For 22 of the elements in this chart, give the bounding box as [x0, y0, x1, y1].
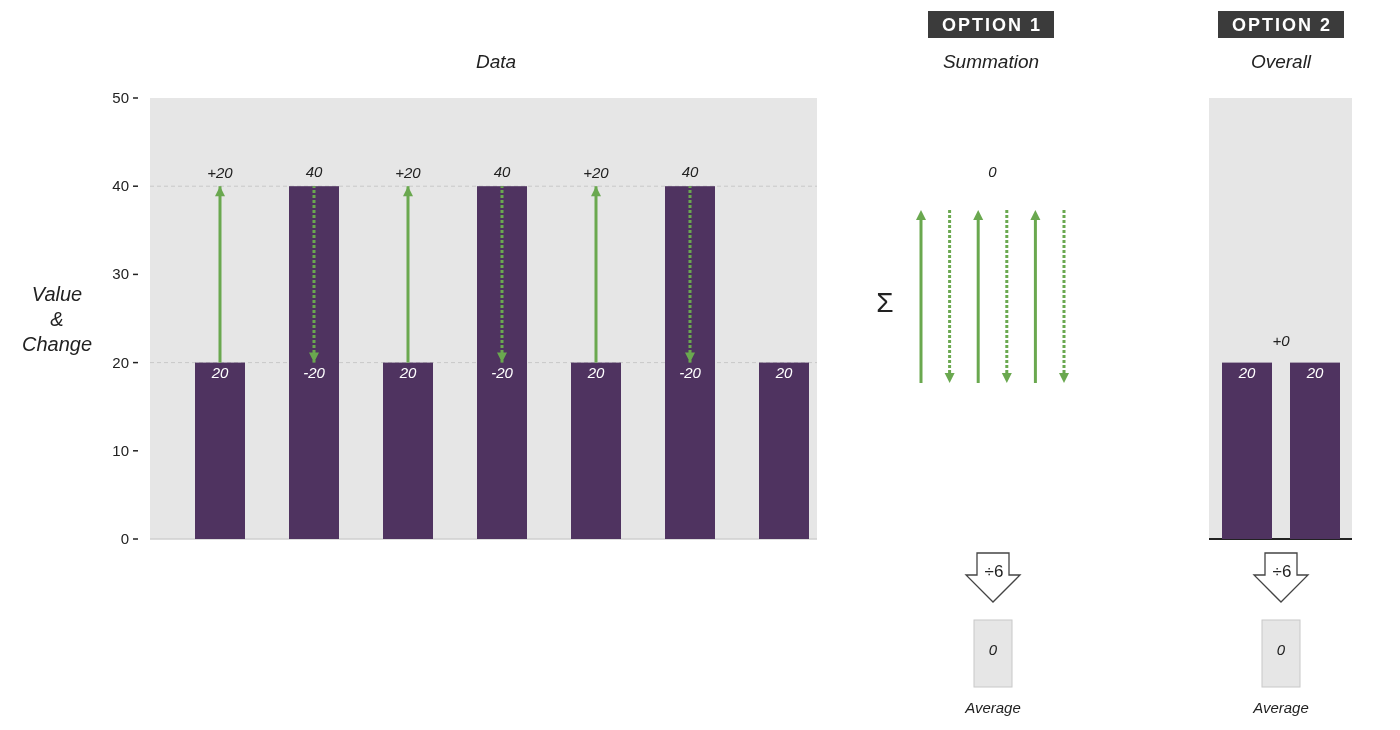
data-label: +20: [395, 164, 422, 182]
data-label: 40: [493, 163, 511, 181]
data-label: +20: [583, 164, 610, 182]
data-label: -20: [679, 363, 702, 381]
data-label: +20: [207, 164, 234, 182]
text: Σ: [876, 287, 894, 318]
y-tick-label: 0: [120, 530, 129, 547]
data-label: -20: [303, 363, 326, 381]
data-label: 20: [774, 363, 793, 381]
data-label: 40: [681, 163, 699, 181]
y-tick-label: 50: [112, 89, 129, 106]
data-label: -20: [491, 363, 514, 381]
chart-title: Data: [475, 51, 517, 72]
y-tick-label: 20: [112, 353, 129, 371]
data-label: 20: [586, 363, 605, 381]
data-label: 20: [210, 363, 229, 381]
y-tick-label: 30: [112, 265, 129, 283]
y-tick-label: 40: [112, 177, 129, 195]
y-axis-title: Value & Change: [21, 282, 93, 355]
data-label: 20: [398, 363, 417, 381]
data-label: 40: [305, 163, 323, 181]
y-tick-label: 10: [112, 441, 129, 459]
